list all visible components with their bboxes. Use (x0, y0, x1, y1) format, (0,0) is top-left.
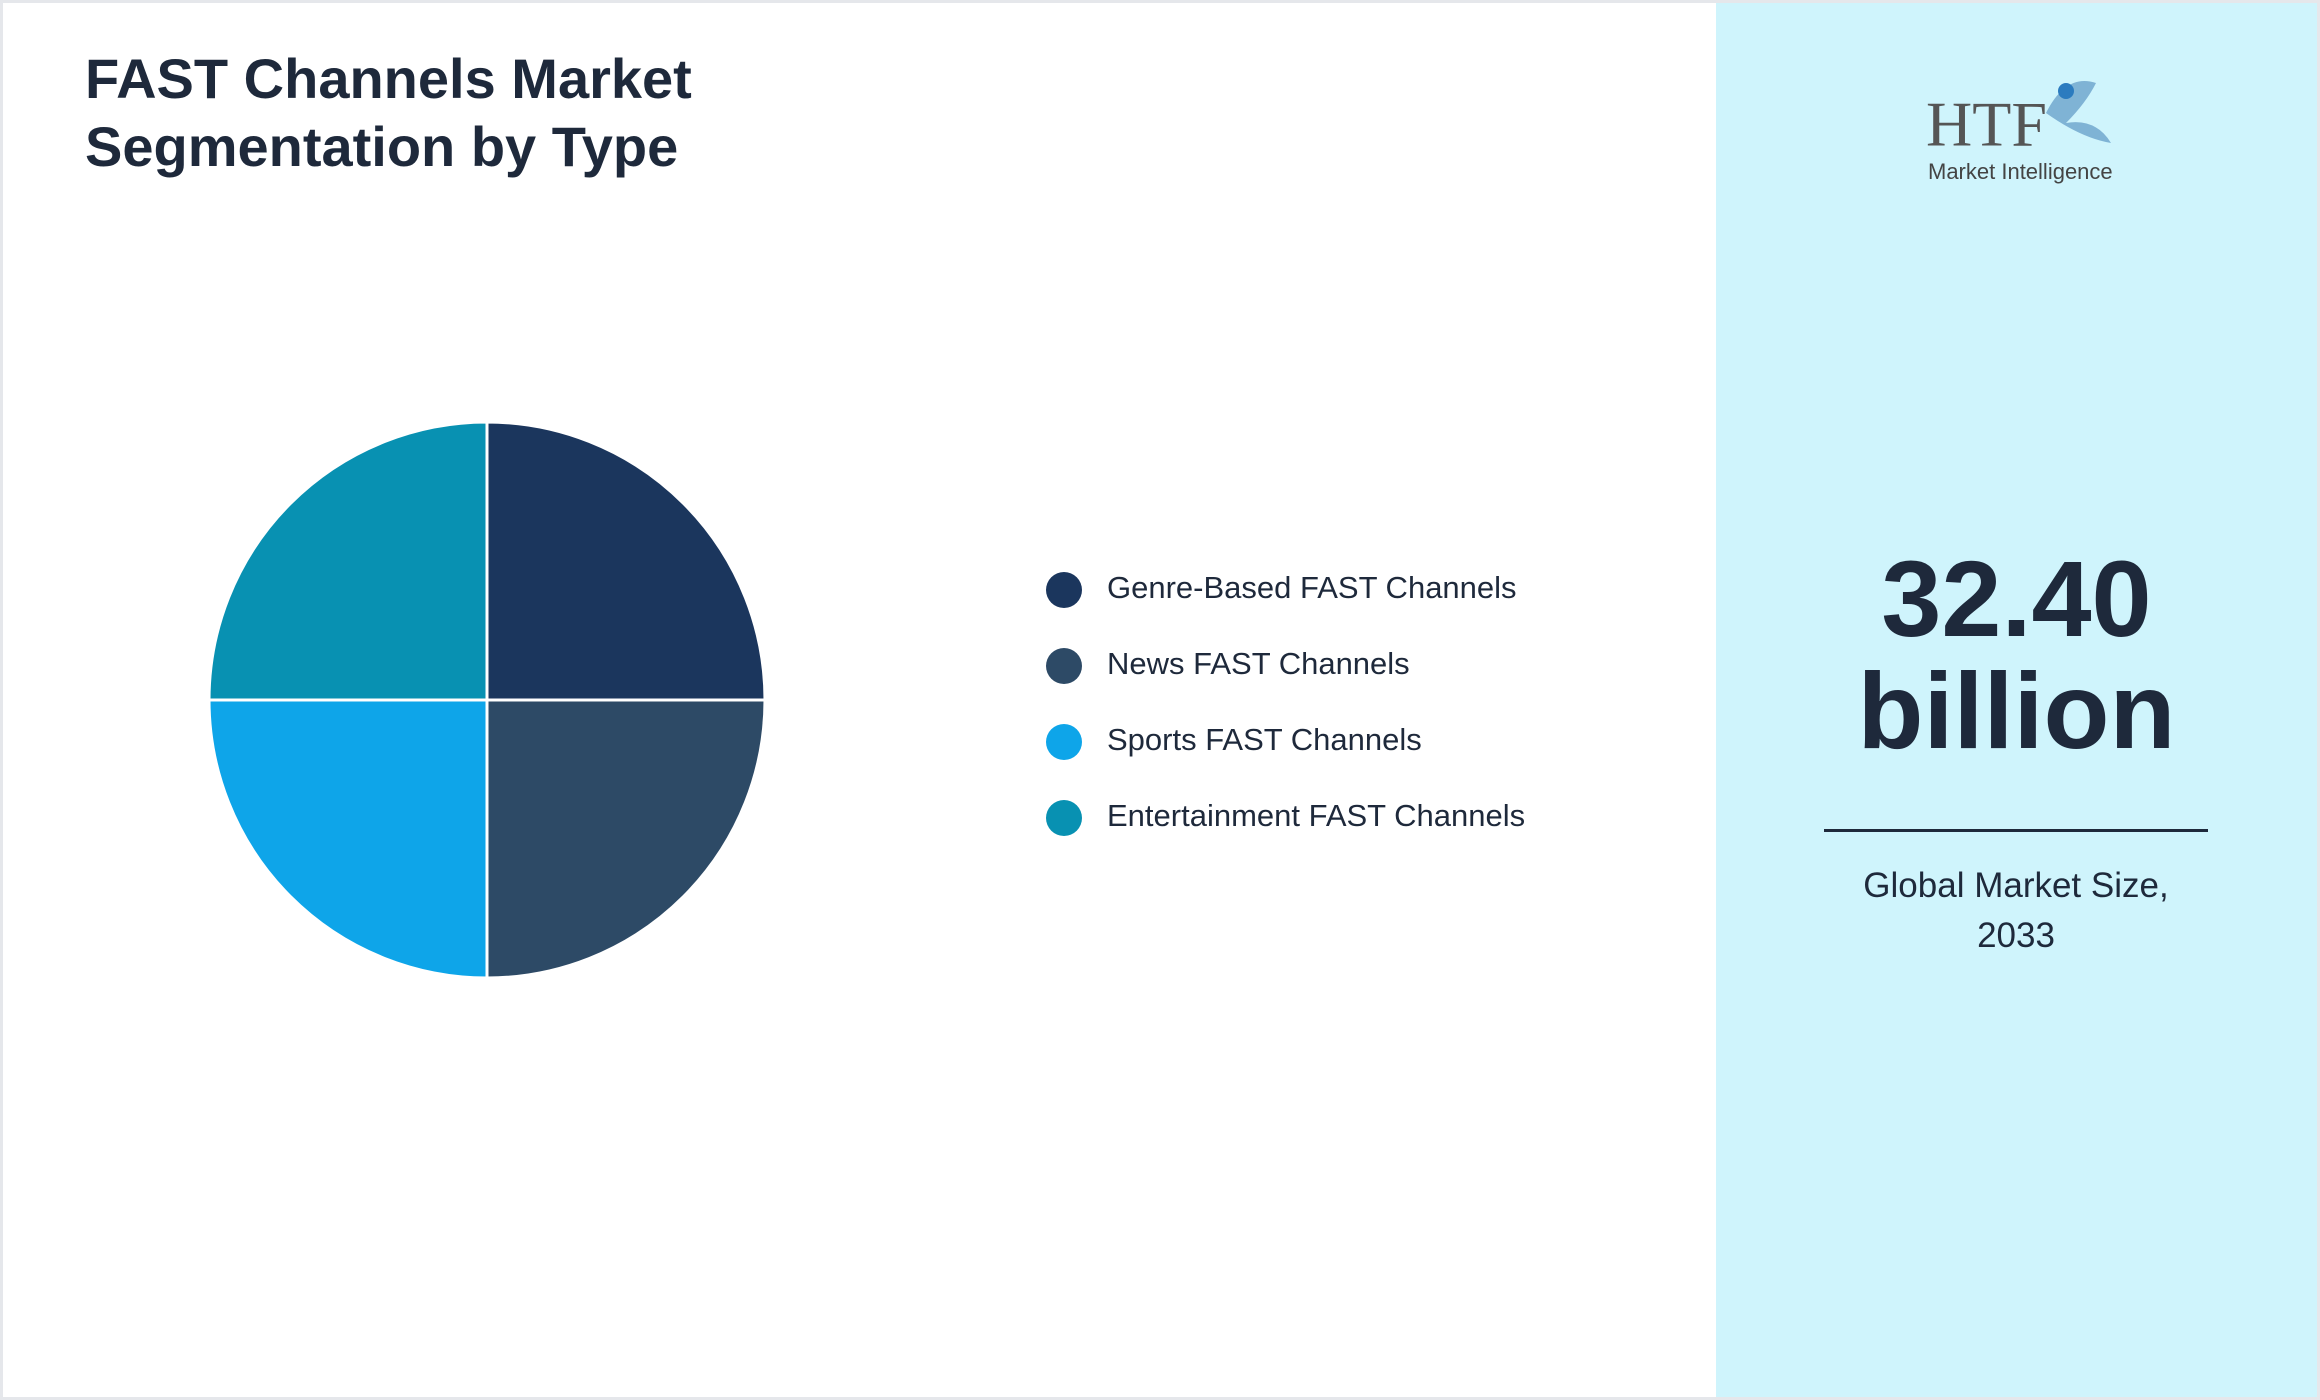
market-size-caption: Global Market Size, 2033 (1863, 866, 2169, 955)
market-size-value: 32.40 (1881, 538, 2152, 659)
logo: HTF Market Intelligence (1926, 81, 2113, 184)
side-panel: HTF Market Intelligence 32.40 billion Gl… (1716, 3, 2317, 1397)
legend-label: News FAST Channels (1107, 646, 1410, 681)
legend-label: Entertainment FAST Channels (1107, 798, 1525, 833)
legend-marker (1046, 648, 1082, 684)
logo-mark: HTF (1926, 89, 2047, 160)
pie-slice (207, 698, 489, 980)
pie-slice (485, 698, 767, 980)
pie-slice (485, 420, 767, 702)
logo-dot (2058, 83, 2074, 99)
legend-marker (1046, 724, 1082, 760)
logo-text: Market Intelligence (1928, 159, 2113, 184)
pie-slice (207, 420, 489, 702)
chart: Genre-Based FAST Channels News FAST Chann… (207, 420, 1525, 980)
chart-title: FAST Channels Market Segmentation by Typ… (85, 47, 692, 178)
legend-label: Sports FAST Channels (1107, 722, 1422, 757)
market-size: 32.40 billion (1716, 543, 2317, 767)
logo-shape (2046, 81, 2111, 143)
legend-marker (1046, 800, 1082, 836)
legend-label: Genre-Based FAST Channels (1107, 570, 1517, 605)
legend-marker (1046, 572, 1082, 608)
market-size-unit: billion (1857, 650, 2176, 771)
divider (1824, 829, 2208, 832)
